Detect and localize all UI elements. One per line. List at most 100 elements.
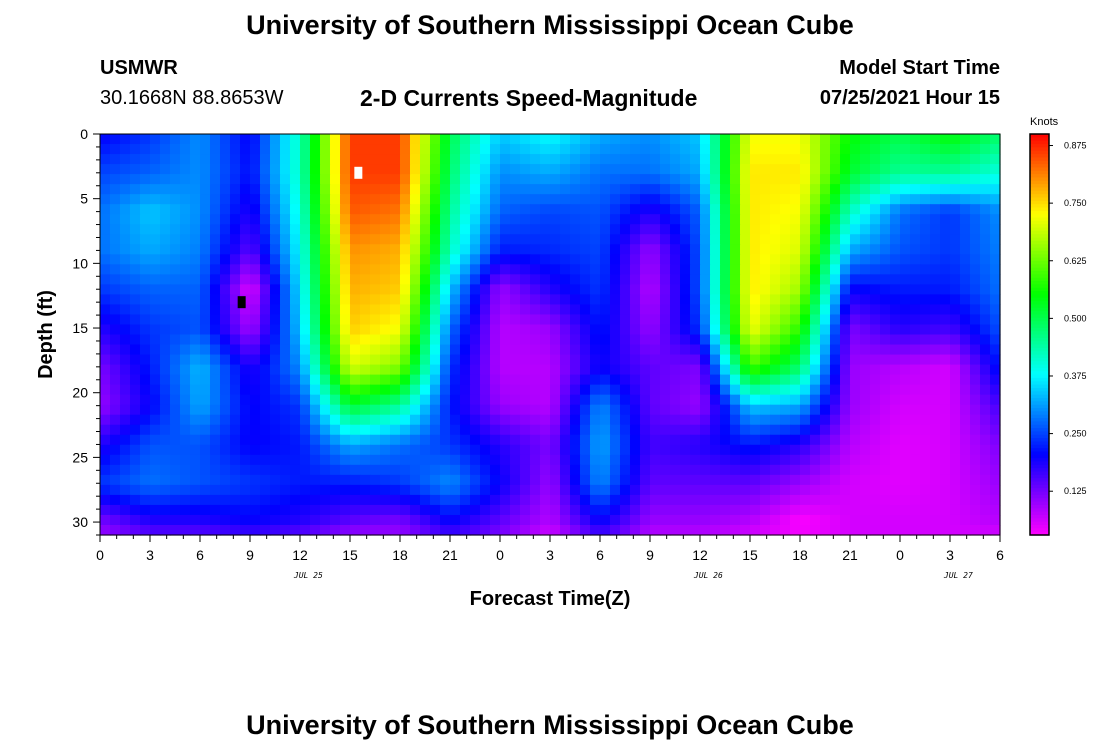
heat-cell [160,294,171,306]
heat-cell [260,264,271,275]
heat-cell [420,324,431,336]
heat-cell [920,474,931,486]
heat-cell [930,294,941,306]
heat-cell [370,324,381,336]
heat-cell [350,154,361,165]
heat-cell [630,344,641,356]
heat-cell [340,164,351,175]
heat-cell [250,144,261,155]
heat-cell [480,284,491,296]
heat-cell [850,404,861,416]
heat-cell [570,334,581,346]
heat-cell [260,344,271,356]
heat-cell [280,224,291,235]
heat-cell [870,244,881,255]
heat-cell [780,134,791,145]
heat-cell [960,384,971,396]
heat-cell [830,264,841,275]
heat-cell [610,154,621,165]
heat-cell [720,424,731,436]
heat-cell [630,164,641,175]
heat-cell [580,144,591,155]
heat-cell [920,464,931,476]
heat-cell [410,484,421,496]
heat-cell [180,514,191,526]
colorbar-segment [1030,294,1049,299]
heat-cell [280,344,291,356]
heat-cell [850,224,861,235]
heat-cell [600,374,611,386]
heat-cell [870,324,881,336]
heat-cell [780,364,791,376]
heat-cell [810,434,821,446]
heat-cell [400,404,411,416]
heat-cell [740,194,751,205]
heat-cell [550,154,561,165]
heat-cell [940,174,951,185]
heat-cell [540,424,551,436]
heat-cell [200,144,211,155]
heat-cell [700,304,711,316]
heat-cell [820,424,831,436]
heat-cell [940,264,951,275]
heat-cell [720,434,731,446]
heat-cell [320,514,331,526]
heat-cell [920,304,931,316]
heat-cell [170,444,181,456]
heat-cell [710,404,721,416]
heat-cell [890,334,901,346]
heat-cell [160,444,171,456]
heat-cell [230,464,241,476]
heat-cell [750,464,761,476]
heat-cell [360,484,371,496]
heat-cell [920,434,931,446]
colorbar-tick-label: 0.250 [1064,429,1087,439]
heat-cell [620,524,631,536]
heat-cell [980,224,991,235]
heat-cell [620,134,631,145]
heat-cell [250,364,261,376]
heat-cell [630,494,641,506]
heat-cell [490,394,501,406]
heat-cell [410,454,421,466]
heat-cell [940,474,951,486]
heat-cell [220,414,231,426]
heat-cell [140,134,151,145]
heat-cell [340,504,351,516]
chart-subtitle: 2-D Currents Speed-Magnitude [360,85,698,111]
heat-cell [340,324,351,336]
heat-cell [980,394,991,406]
heat-cell [570,144,581,155]
heat-cell [590,474,601,486]
heat-cell [130,214,141,225]
heat-cell [160,384,171,396]
heat-cell [520,414,531,426]
heat-cell [380,284,391,296]
heat-cell [930,444,941,456]
heat-cell [580,134,591,145]
heat-cell [990,244,1001,255]
heat-cell [630,324,641,336]
heat-cell [990,294,1001,306]
heat-cell [220,404,231,416]
heat-cell [650,224,661,235]
heat-cell [340,244,351,255]
heat-cell [510,194,521,205]
heat-cell [360,404,371,416]
heat-cell [790,514,801,526]
station-coords: 30.1668N 88.8653W [100,87,284,109]
heat-cell [880,404,891,416]
heat-cell [810,414,821,426]
heat-cell [800,284,811,296]
heat-cell [530,274,541,285]
colorbar-segment [1030,508,1049,513]
heat-cell [930,474,941,486]
heat-cell [590,484,601,496]
heat-cell [950,524,961,536]
heat-cell [690,504,701,516]
heat-cell [990,494,1001,506]
heat-cell [940,274,951,285]
heat-cell [260,364,271,376]
heat-cell [670,154,681,165]
heat-cell [560,444,571,456]
